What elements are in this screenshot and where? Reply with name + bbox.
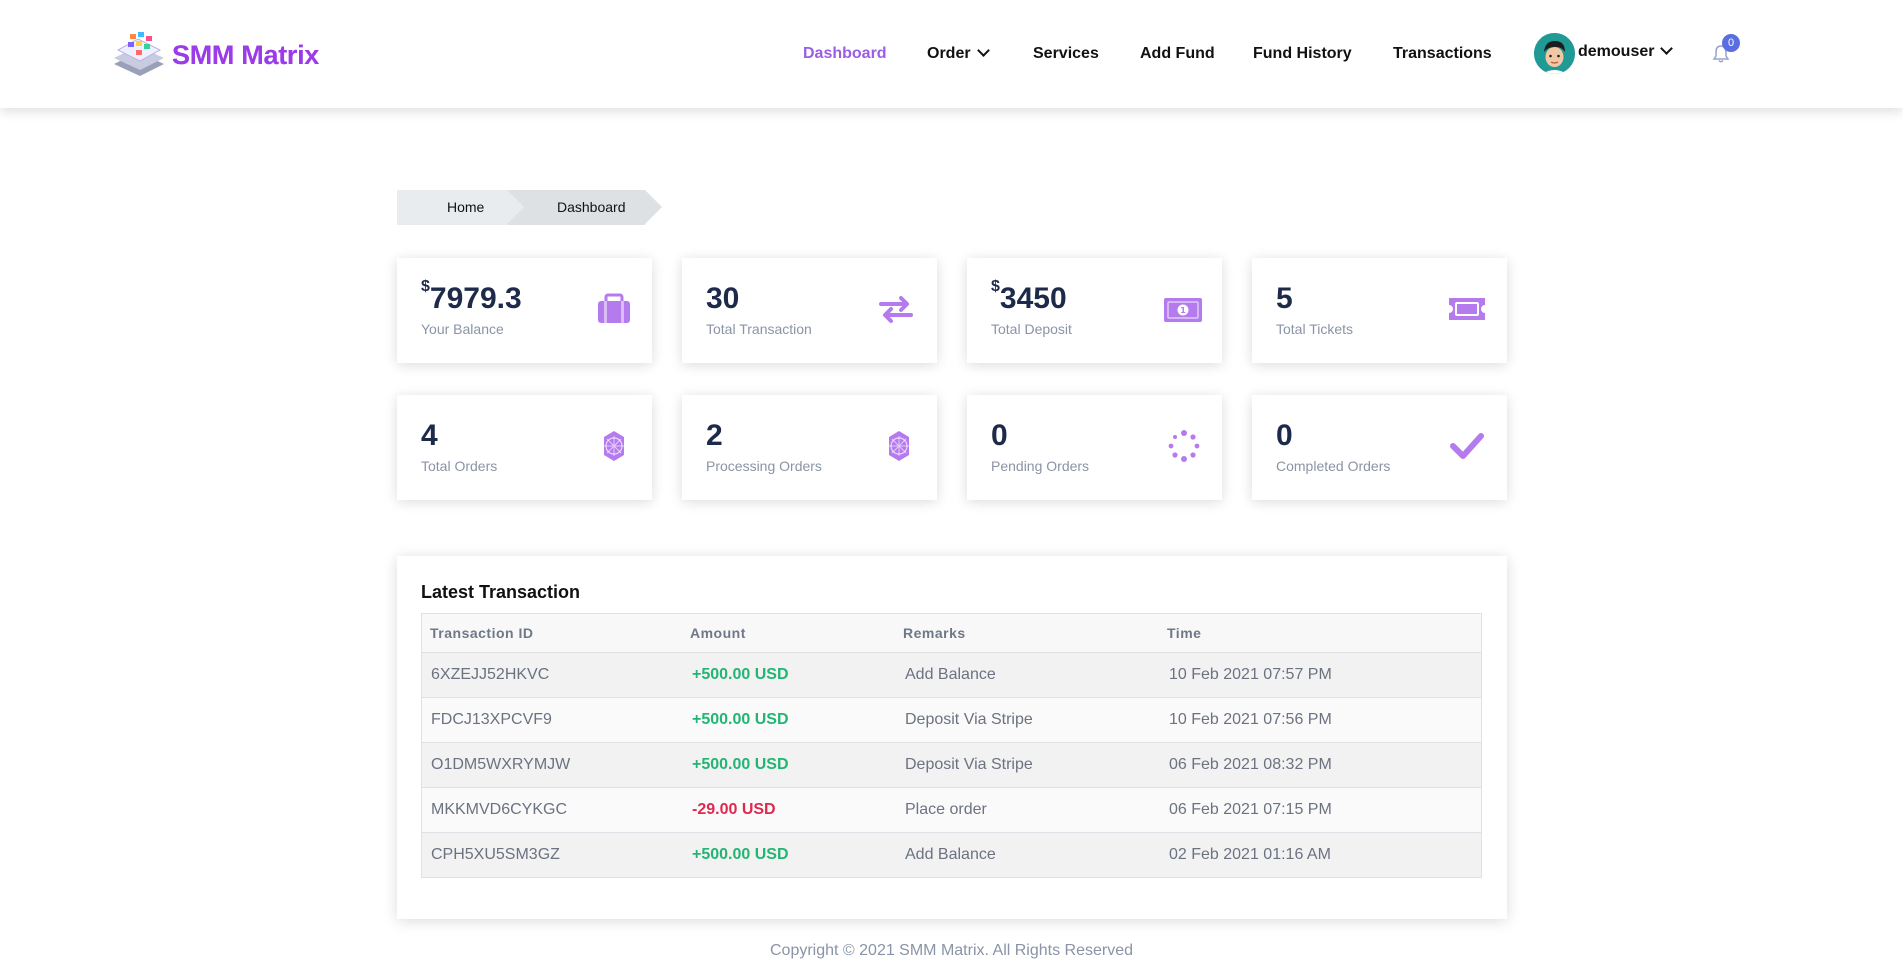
ticket-icon bbox=[1447, 292, 1485, 326]
avatar[interactable] bbox=[1534, 33, 1575, 74]
column-header-time: Time bbox=[1167, 625, 1202, 641]
footer-copyright: Copyright © 2021 SMM Matrix. All Rights … bbox=[769, 942, 1134, 959]
user-menu[interactable]: demouser bbox=[1578, 42, 1674, 61]
notification-badge: 0 bbox=[1722, 34, 1740, 52]
stat-label: Total Tickets bbox=[1276, 321, 1354, 337]
jedi-order-icon bbox=[592, 429, 630, 463]
nav-services[interactable]: Services bbox=[1033, 45, 1099, 62]
stat-card-total-orders: 4 Total Orders bbox=[397, 395, 652, 500]
stat-number: 7979.3 bbox=[429, 282, 522, 315]
stat-card-transactions: 30 Total Transaction bbox=[682, 258, 937, 363]
breadcrumb-current: Dashboard bbox=[507, 190, 662, 225]
cell-amount: -29.00 USD bbox=[692, 801, 776, 818]
chevron-down-icon bbox=[1660, 42, 1674, 55]
stat-value: $7979.3 bbox=[421, 278, 522, 316]
stat-number: 30 bbox=[706, 282, 740, 315]
stat-label: Total Transaction bbox=[706, 321, 812, 337]
chevron-down-icon bbox=[976, 44, 990, 57]
stat-number: 3450 bbox=[999, 282, 1067, 315]
table-row: O1DM5WXRYMJW +500.00 USD Deposit Via Str… bbox=[422, 742, 1481, 787]
briefcase-icon bbox=[592, 292, 630, 326]
cell-transaction-id: MKKMVD6CYKGC bbox=[431, 801, 568, 818]
column-header-remarks: Remarks bbox=[903, 625, 966, 641]
stat-value: 0 bbox=[991, 419, 1008, 453]
breadcrumb-home[interactable]: Home bbox=[397, 190, 524, 225]
cell-remarks: Deposit Via Stripe bbox=[905, 711, 1033, 728]
table-header-row: Transaction ID Amount Remarks Time bbox=[422, 614, 1481, 652]
cell-transaction-id: CPH5XU5SM3GZ bbox=[431, 846, 560, 863]
stat-value: 4 bbox=[421, 419, 438, 453]
stat-card-balance: $7979.3 Your Balance bbox=[397, 258, 652, 363]
cell-remarks: Add Balance bbox=[905, 846, 996, 863]
nav-transactions[interactable]: Transactions bbox=[1393, 45, 1492, 62]
cell-remarks: Add Balance bbox=[905, 666, 996, 683]
nav-order-label: Order bbox=[927, 45, 971, 62]
panel-title: Latest Transaction bbox=[421, 582, 581, 602]
cell-transaction-id: O1DM5WXRYMJW bbox=[431, 756, 571, 773]
currency-symbol: $ bbox=[421, 278, 430, 295]
username: demouser bbox=[1578, 43, 1655, 60]
currency-symbol: $ bbox=[991, 278, 1000, 295]
money-bill-icon: 1 bbox=[1162, 292, 1202, 326]
cell-amount: +500.00 USD bbox=[692, 756, 789, 773]
column-header-amount: Amount bbox=[690, 625, 746, 641]
cell-time: 06 Feb 2021 07:15 PM bbox=[1169, 801, 1332, 818]
cell-time: 06 Feb 2021 08:32 PM bbox=[1169, 756, 1332, 773]
table-row: 6XZEJJ52HKVC +500.00 USD Add Balance 10 … bbox=[422, 652, 1481, 697]
stat-number: 2 bbox=[706, 419, 723, 452]
nav-add-fund[interactable]: Add Fund bbox=[1140, 45, 1215, 62]
stat-value: 0 bbox=[1276, 419, 1293, 453]
stat-card-deposit: $3450 Total Deposit 1 bbox=[967, 258, 1222, 363]
latest-transaction-panel: Latest Transaction Transaction ID Amount… bbox=[397, 556, 1507, 919]
stat-label: Processing Orders bbox=[706, 458, 822, 474]
brand-logo[interactable]: SMM Matrix bbox=[110, 28, 319, 82]
jedi-order-icon bbox=[877, 429, 915, 463]
svg-text:1: 1 bbox=[1180, 306, 1186, 315]
brand-name: SMM Matrix bbox=[172, 39, 320, 70]
nav-order[interactable]: Order bbox=[927, 44, 990, 63]
nav-dashboard[interactable]: Dashboard bbox=[803, 45, 887, 62]
stat-label: Pending Orders bbox=[991, 458, 1090, 474]
stat-card-tickets: 5 Total Tickets bbox=[1252, 258, 1507, 363]
check-icon bbox=[1447, 429, 1485, 463]
cell-transaction-id: 6XZEJJ52HKVC bbox=[431, 666, 550, 683]
transactions-table: Transaction ID Amount Remarks Time 6XZEJ… bbox=[421, 613, 1482, 878]
stat-number: 0 bbox=[1276, 419, 1293, 452]
column-header-transaction-id: Transaction ID bbox=[430, 625, 534, 641]
top-navbar: SMM Matrix Dashboard Order Services Add … bbox=[0, 0, 1903, 108]
stat-card-processing-orders: 2 Processing Orders bbox=[682, 395, 937, 500]
stat-label: Your Balance bbox=[421, 321, 504, 337]
cell-amount: +500.00 USD bbox=[692, 711, 789, 728]
stat-card-completed-orders: 0 Completed Orders bbox=[1252, 395, 1507, 500]
cell-transaction-id: FDCJ13XPCVF9 bbox=[431, 711, 552, 728]
cell-amount: +500.00 USD bbox=[692, 846, 789, 863]
breadcrumb: Home Dashboard bbox=[397, 190, 662, 225]
cell-time: 10 Feb 2021 07:57 PM bbox=[1169, 666, 1332, 683]
stat-label: Total Orders bbox=[421, 458, 498, 474]
stat-card-pending-orders: 0 Pending Orders bbox=[967, 395, 1222, 500]
cell-amount: +500.00 USD bbox=[692, 666, 789, 683]
stat-number: 0 bbox=[991, 419, 1008, 452]
table-row: FDCJ13XPCVF9 +500.00 USD Deposit Via Str… bbox=[422, 697, 1481, 742]
exchange-icon bbox=[877, 292, 915, 326]
stat-number: 5 bbox=[1276, 282, 1293, 315]
spinner-icon bbox=[1162, 429, 1200, 463]
cell-remarks: Place order bbox=[905, 801, 987, 818]
table-row: CPH5XU5SM3GZ +500.00 USD Add Balance 02 … bbox=[422, 832, 1481, 877]
logo-icon bbox=[110, 28, 166, 82]
cell-time: 10 Feb 2021 07:56 PM bbox=[1169, 711, 1332, 728]
stat-label: Total Deposit bbox=[991, 321, 1072, 337]
stat-label: Completed Orders bbox=[1276, 458, 1391, 474]
cell-time: 02 Feb 2021 01:16 AM bbox=[1169, 846, 1331, 863]
stat-number: 4 bbox=[421, 419, 438, 452]
table-row: MKKMVD6CYKGC -29.00 USD Place order 06 F… bbox=[422, 787, 1481, 832]
stat-value: 2 bbox=[706, 419, 723, 453]
stat-value: 30 bbox=[706, 282, 739, 316]
stat-value: 5 bbox=[1276, 282, 1293, 316]
nav-fund-history[interactable]: Fund History bbox=[1253, 45, 1352, 62]
cell-remarks: Deposit Via Stripe bbox=[905, 756, 1033, 773]
stat-value: $3450 bbox=[991, 278, 1067, 316]
